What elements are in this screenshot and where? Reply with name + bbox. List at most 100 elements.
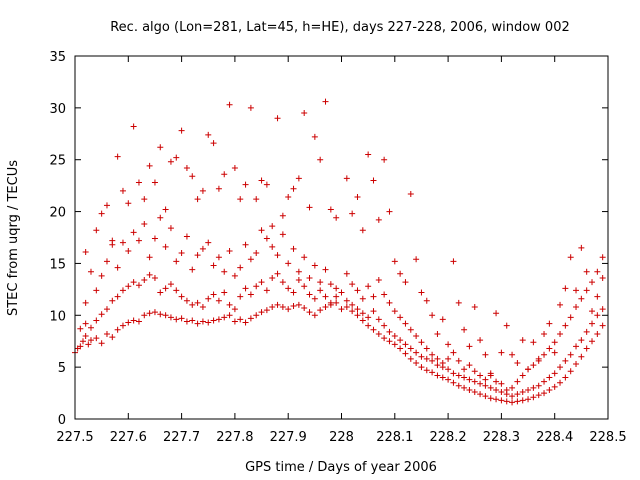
data-point [557,330,564,337]
data-point [413,359,420,366]
data-point [349,308,356,315]
data-point [306,274,313,281]
data-point [514,378,521,385]
data-point [119,239,126,246]
data-point [471,389,478,396]
data-point [455,357,462,364]
data-point [215,185,222,192]
data-point [493,396,500,403]
data-point [279,212,286,219]
data-point [194,320,201,327]
data-point [482,376,489,383]
data-point [466,362,473,369]
data-point [226,247,233,254]
data-point [290,245,297,252]
data-point [551,370,558,377]
data-point [109,237,116,244]
data-point [413,256,420,263]
data-point [295,277,302,284]
data-point [93,227,100,234]
data-point [343,303,350,310]
data-point [199,318,206,325]
data-point [82,320,89,327]
data-point [237,264,244,271]
data-point [583,328,590,335]
data-point [317,307,324,314]
data-point [525,396,532,403]
data-point [87,337,94,344]
data-point [114,264,121,271]
data-point [573,303,580,310]
data-point [359,310,366,317]
data-point [354,312,361,319]
data-point [466,386,473,393]
data-point [210,291,217,298]
data-point [109,334,116,341]
data-point [247,315,254,322]
data-point [423,345,430,352]
data-point [194,299,201,306]
data-point [514,359,521,366]
data-point [295,301,302,308]
data-point [269,223,276,230]
data-point [391,308,398,315]
data-point [253,283,260,290]
data-point [546,320,553,327]
data-point [375,316,382,323]
data-point [589,279,596,286]
x-tick-label: 227.5 [56,430,93,445]
x-tick-label: 227.7 [163,430,200,445]
data-point [594,268,601,275]
data-point [349,210,356,217]
x-tick-label: 228.2 [429,430,466,445]
data-point [477,372,484,379]
data-point [386,299,393,306]
data-point [322,98,329,105]
data-point [221,314,228,321]
data-point [87,324,94,331]
data-point [135,179,142,186]
data-point [162,206,169,213]
data-point [205,239,212,246]
data-point [487,372,494,379]
data-point [322,266,329,273]
data-point [551,383,558,390]
data-point [285,194,292,201]
data-point [247,256,254,263]
data-point [487,384,494,391]
data-point [375,216,382,223]
data-point [79,338,86,345]
data-point [226,301,233,308]
data-point [599,254,606,261]
data-point [178,250,185,257]
data-point [482,351,489,358]
data-point [503,398,510,405]
data-point [130,279,137,286]
data-point [562,357,569,364]
data-point [375,330,382,337]
data-point [519,372,526,379]
data-point [215,254,222,261]
data-point [471,368,478,375]
data-point [354,287,361,294]
data-point [146,254,153,261]
data-point [317,156,324,163]
data-point [445,355,452,362]
data-point [301,305,308,312]
data-point [541,390,548,397]
data-point [157,214,164,221]
data-point [114,293,121,300]
data-point [397,337,404,344]
data-point [237,316,244,323]
data-point [333,293,340,300]
data-point [423,367,430,374]
data-point [210,140,217,147]
data-point [359,227,366,234]
data-point [482,393,489,400]
data-point [562,374,569,381]
data-point [130,123,137,130]
data-point [365,151,372,158]
data-point [258,279,265,286]
data-point [551,349,558,356]
